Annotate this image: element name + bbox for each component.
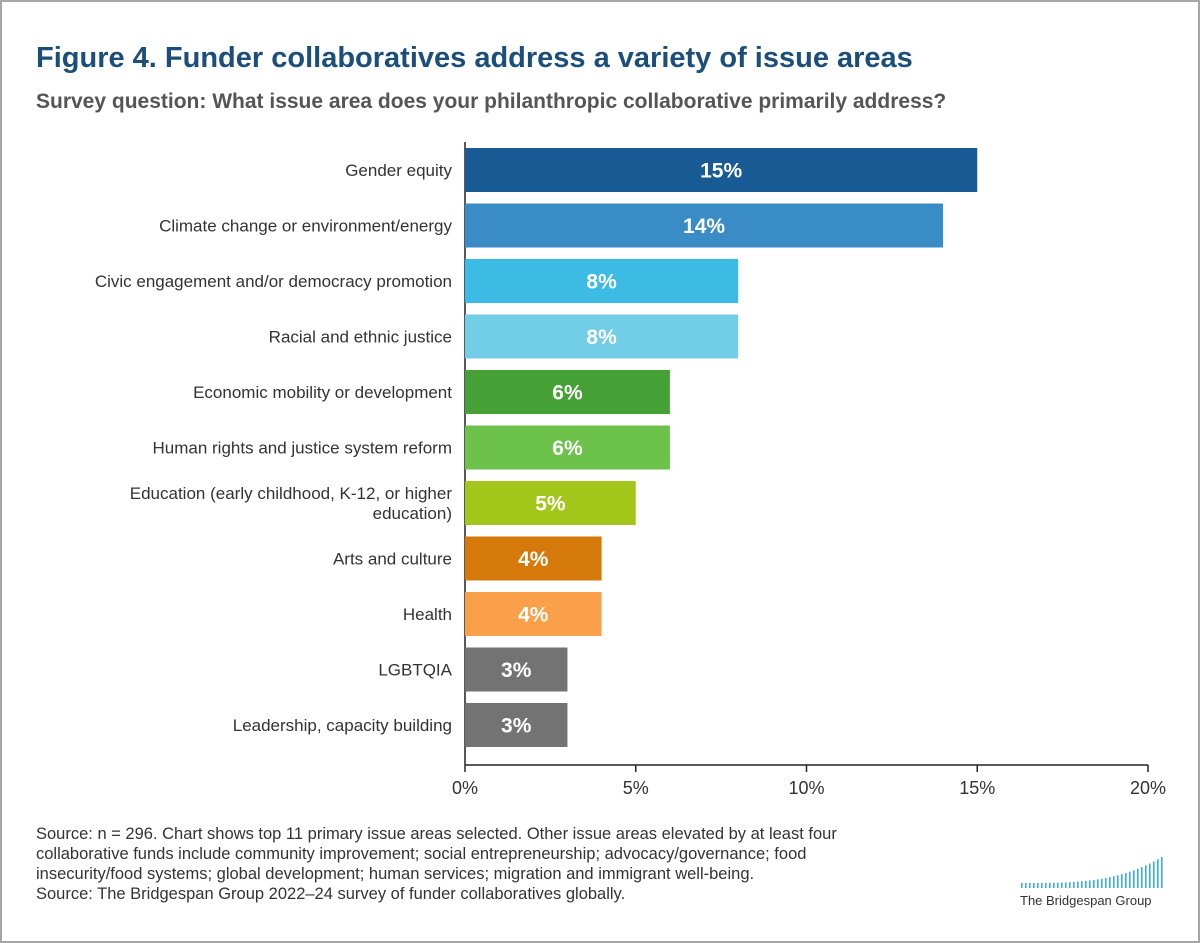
logo-bar: [1025, 882, 1027, 888]
bar-value-label: 3%: [501, 659, 532, 682]
figure-subtitle: Survey question: What issue area does yo…: [36, 90, 947, 113]
category-label: Gender equity: [345, 161, 452, 180]
logo-bar: [1069, 882, 1071, 888]
logo-bar: [1089, 880, 1091, 888]
footnote-line: Source: n = 296. Chart shows top 11 prim…: [36, 825, 837, 843]
logo-bar: [1161, 857, 1163, 888]
logo-bars-icon: [1021, 857, 1163, 888]
bar: [465, 703, 568, 747]
category-label: Arts and culture: [333, 550, 452, 569]
logo-bar: [1121, 874, 1123, 888]
logo-bar: [1073, 881, 1075, 888]
logo-bar: [1113, 876, 1115, 888]
logo-bar: [1045, 882, 1047, 888]
x-tick-label: 15%: [959, 778, 995, 798]
category-label: Human rights and justice system reform: [153, 439, 453, 458]
x-tick-label: 5%: [623, 778, 649, 798]
logo-bar: [1101, 878, 1103, 888]
x-tick-label: 10%: [788, 778, 824, 798]
bar-value-label: 15%: [700, 160, 742, 183]
bar-value-label: 14%: [683, 215, 725, 238]
bar-value-label: 3%: [501, 715, 532, 738]
footnote-line: collaborative funds include community im…: [36, 845, 807, 863]
logo-bar: [1141, 867, 1143, 888]
logo-bar: [1049, 882, 1051, 888]
bar-value-label: 6%: [552, 382, 583, 405]
category-label: Economic mobility or development: [193, 383, 452, 402]
bar: [465, 314, 739, 359]
bar: [465, 647, 568, 692]
logo-bar: [1077, 881, 1079, 888]
logo-bar: [1097, 879, 1099, 888]
logo-bar: [1133, 870, 1135, 888]
source-footnote: Source: n = 296. Chart shows top 11 prim…: [36, 824, 996, 904]
logo-bar: [1093, 879, 1095, 888]
x-tick-label: 20%: [1130, 778, 1166, 798]
logo-bar: [1157, 859, 1159, 888]
bar: [465, 203, 944, 248]
figure-title: Figure 4. Funder collaboratives address …: [36, 42, 913, 74]
logo-bar: [1153, 861, 1155, 888]
logo-bar: [1041, 882, 1043, 888]
logo-bar: [1149, 863, 1151, 888]
logo-bar: [1085, 880, 1087, 888]
logo-bar: [1081, 881, 1083, 888]
bar: [465, 370, 670, 414]
logo-bar: [1057, 882, 1059, 888]
bridgespan-logo: The Bridgespan Group: [1020, 857, 1170, 909]
category-label: Climate change or environment/energy: [159, 217, 452, 236]
bar: [465, 592, 602, 636]
logo-bar: [1021, 883, 1023, 888]
logo-bar: [1117, 875, 1119, 888]
bar-value-label: 4%: [518, 604, 549, 627]
category-label: Education (early childhood, K-12, or hig…: [130, 484, 453, 523]
category-label: Racial and ethnic justice: [269, 328, 452, 347]
logo-bar: [1029, 882, 1031, 888]
bar: [465, 536, 602, 581]
category-label: Health: [403, 605, 452, 624]
logo-bar: [1145, 865, 1147, 888]
bar-value-label: 8%: [586, 326, 617, 349]
bar: [465, 148, 978, 192]
logo-bar: [1061, 882, 1063, 888]
bar-value-label: 8%: [586, 271, 617, 294]
footnote-line: Source: The Bridgespan Group 2022–24 sur…: [36, 885, 626, 903]
logo-bar: [1137, 868, 1139, 888]
category-label: LGBTQIA: [378, 661, 452, 680]
category-label: Civic engagement and/or democracy promot…: [95, 272, 452, 291]
bar-chart: 0% 5% 10% 15% 20% Gender equity 15% Climate cha…: [95, 142, 1166, 798]
logo-bar: [1037, 882, 1039, 888]
bar-value-label: 5%: [535, 493, 566, 516]
logo-bar: [1109, 877, 1111, 888]
logo-bar: [1105, 877, 1107, 888]
footnote-line: insecurity/food systems; global developm…: [36, 865, 755, 883]
category-label: Leadership, capacity building: [233, 716, 452, 735]
logo-bar: [1129, 871, 1131, 888]
bar: [465, 425, 670, 470]
bar-value-label: 6%: [552, 437, 583, 460]
bar: [465, 481, 636, 525]
x-tick-label: 0%: [452, 778, 478, 798]
logo-bar: [1053, 882, 1055, 888]
logo-bar: [1125, 872, 1127, 888]
logo-text: The Bridgespan Group: [1020, 893, 1152, 908]
bar: [465, 259, 739, 303]
logo-bar: [1033, 882, 1035, 888]
logo-bar: [1065, 882, 1067, 888]
bar-value-label: 4%: [518, 548, 549, 571]
